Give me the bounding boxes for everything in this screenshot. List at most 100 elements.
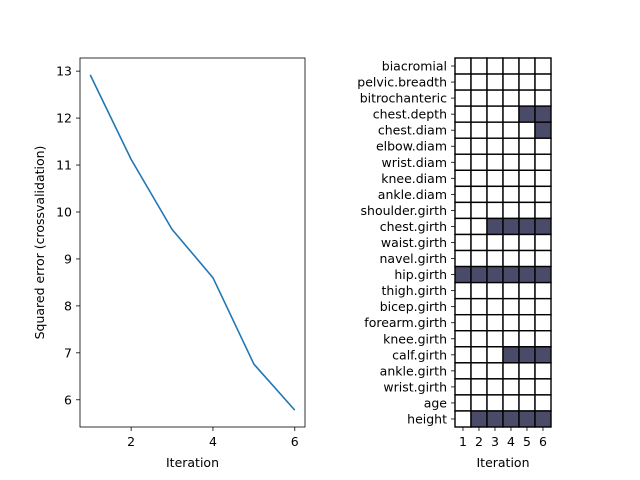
line-chart-x-tick-label: 4 (209, 434, 217, 449)
line-chart-y-tick-label: 13 (56, 64, 72, 79)
heatmap-cell (518, 185, 536, 204)
heatmap-row-label: age (424, 395, 448, 410)
heatmap-row-label: calf.girth (392, 347, 447, 362)
heatmap-cell (534, 330, 552, 348)
heatmap-col-label: 4 (507, 434, 515, 449)
heatmap-cell-selected (502, 217, 520, 236)
heatmap-x-axis-label: Iteration (476, 455, 529, 470)
heatmap-col-label: 5 (523, 434, 531, 449)
heatmap-cell-selected (470, 410, 488, 428)
heatmap-row-label: forearm.girth (364, 315, 447, 330)
heatmap-row-label: wrist.girth (383, 379, 447, 394)
heatmap-cell (470, 233, 488, 252)
heatmap-cell (486, 281, 504, 300)
heatmap-cell (518, 233, 536, 252)
heatmap-cell-selected (518, 105, 536, 123)
heatmap-cell (534, 57, 552, 75)
heatmap-cell-selected (534, 346, 552, 364)
heatmap-cell (470, 137, 488, 155)
heatmap-cell (454, 410, 472, 428)
heatmap-cell-selected (486, 265, 504, 284)
heatmap-cell (486, 201, 504, 220)
heatmap-cell (486, 378, 504, 396)
heatmap-cell (486, 362, 504, 380)
heatmap-cell (486, 297, 504, 316)
heatmap-cell (454, 362, 472, 380)
heatmap-cell (454, 105, 472, 123)
heatmap-cell (518, 314, 536, 332)
heatmap-cell (518, 297, 536, 316)
heatmap-cell (518, 57, 536, 75)
heatmap-cell (486, 73, 504, 91)
heatmap-cell (534, 137, 552, 155)
heatmap-row-label: navel.girth (380, 251, 448, 266)
heatmap-cell (454, 281, 472, 300)
heatmap-cell-selected (534, 410, 552, 428)
heatmap-cell (502, 105, 520, 123)
heatmap-cell (454, 89, 472, 107)
heatmap-row-label: pelvic.breadth (357, 75, 447, 90)
heatmap-cell (534, 297, 552, 316)
heatmap-row-label: knee.diam (381, 171, 447, 186)
heatmap-cell (470, 105, 488, 123)
heatmap-cell (470, 281, 488, 300)
heatmap-cell (502, 394, 520, 412)
heatmap-row-label: chest.diam (378, 123, 447, 138)
heatmap-cell-selected (518, 217, 536, 236)
heatmap-cell (518, 73, 536, 91)
heatmap-row-label: ankle.girth (380, 363, 447, 378)
heatmap-row-label: ankle.diam (378, 187, 447, 202)
heatmap-cell-selected (534, 105, 552, 123)
line-chart-y-tick-label: 12 (56, 111, 72, 126)
heatmap-cell (534, 73, 552, 91)
heatmap-cell (454, 137, 472, 155)
heatmap-cell (534, 169, 552, 188)
heatmap-cell (502, 185, 520, 204)
heatmap-cell (518, 394, 536, 412)
heatmap-cell (518, 249, 536, 268)
heatmap-cell-selected (502, 265, 520, 284)
heatmap-cell (470, 89, 488, 107)
heatmap-cell (486, 137, 504, 155)
heatmap-row-label: wrist.diam (382, 155, 447, 170)
heatmap-cell (454, 249, 472, 268)
heatmap-cell (502, 330, 520, 348)
line-chart-y-tick-label: 9 (64, 251, 72, 266)
heatmap-cell (502, 73, 520, 91)
line-chart-x-tick-label: 2 (127, 434, 135, 449)
heatmap-cell (534, 185, 552, 204)
heatmap-cell (486, 57, 504, 75)
heatmap-cell (534, 89, 552, 107)
heatmap-cell-selected (486, 410, 504, 428)
heatmap-cell (486, 185, 504, 204)
heatmap-cell (502, 153, 520, 171)
heatmap-cell (470, 249, 488, 268)
heatmap-cell (534, 233, 552, 252)
heatmap-cell (486, 394, 504, 412)
heatmap-cell (470, 378, 488, 396)
line-chart-y-axis-label: Squared error (crossvalidation) (32, 146, 47, 340)
heatmap-cell (486, 153, 504, 171)
error-line-chart: 2 4 6 6 7 8 9 10 11 12 13 Iteration Squared error … (32, 57, 306, 470)
heatmap-cell (502, 314, 520, 332)
heatmap-cell (486, 169, 504, 188)
heatmap-cell (502, 281, 520, 300)
heatmap-cell (454, 346, 472, 364)
heatmap-cell (518, 281, 536, 300)
heatmap-cell (534, 362, 552, 380)
heatmap-cell (454, 73, 472, 91)
heatmap-cell (454, 378, 472, 396)
heatmap-cell (518, 330, 536, 348)
heatmap-col-label: 3 (491, 434, 499, 449)
heatmap-cell (502, 297, 520, 316)
heatmap-col-label: 6 (539, 434, 547, 449)
heatmap-cell (534, 249, 552, 268)
heatmap-cell (534, 201, 552, 220)
line-chart-y-tick-label: 11 (56, 158, 72, 173)
heatmap-row-label: knee.girth (383, 331, 447, 346)
heatmap-cell (470, 217, 488, 236)
heatmap-cell (470, 330, 488, 348)
heatmap-cell (518, 137, 536, 155)
heatmap-cell (486, 233, 504, 252)
